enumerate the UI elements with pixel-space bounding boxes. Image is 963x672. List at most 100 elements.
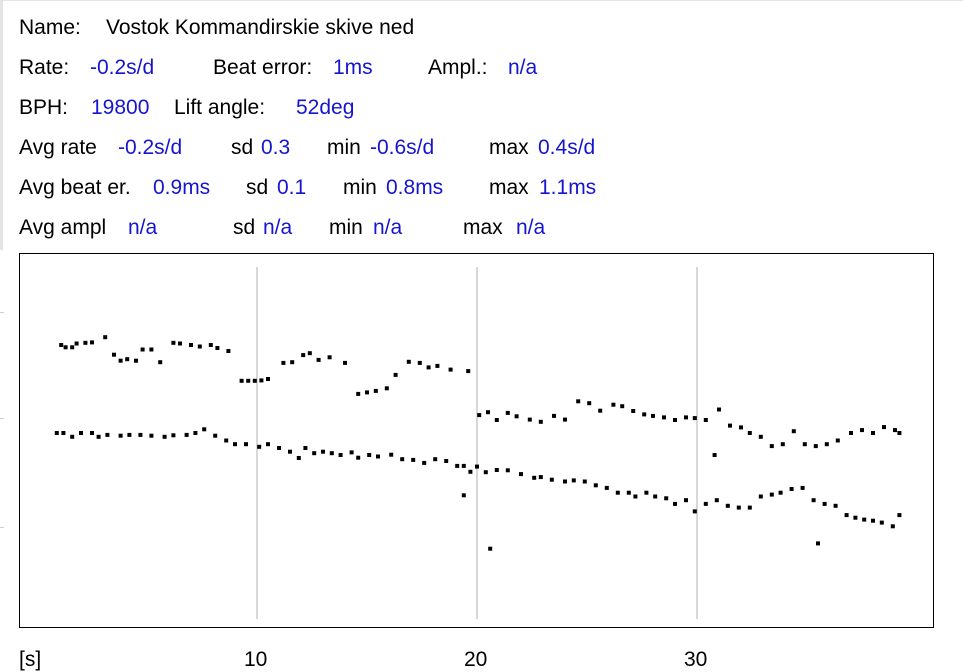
- data-point: [448, 367, 453, 372]
- data-point: [802, 442, 807, 447]
- data-point: [259, 378, 264, 383]
- data-point: [461, 493, 466, 498]
- data-point: [789, 487, 794, 491]
- rate-label: Rate:: [19, 56, 70, 79]
- data-point: [505, 410, 510, 415]
- avg-rate-sd-value: 0.3: [261, 136, 291, 159]
- timegrapher-plot: [19, 253, 934, 628]
- data-point: [266, 442, 270, 447]
- data-point: [252, 378, 257, 383]
- data-point: [466, 369, 471, 374]
- data-point: [178, 341, 182, 346]
- data-point: [426, 365, 431, 370]
- beat-error-value: 1ms: [333, 56, 373, 79]
- avg-ampl-min-value: n/a: [373, 216, 403, 239]
- data-point: [483, 470, 488, 475]
- data-point: [373, 388, 378, 393]
- data-point: [879, 520, 884, 525]
- data-point: [552, 413, 556, 418]
- data-point: [811, 498, 816, 503]
- data-point: [444, 459, 449, 463]
- data-point: [90, 431, 94, 435]
- avg-ampl-value: n/a: [128, 216, 158, 239]
- data-point: [312, 451, 317, 456]
- data-point: [127, 432, 132, 437]
- data-point: [149, 347, 154, 352]
- data-point: [475, 464, 479, 469]
- data-point: [800, 485, 805, 490]
- data-point: [215, 346, 220, 350]
- data-point: [393, 372, 398, 377]
- data-point: [208, 343, 213, 347]
- data-point: [519, 472, 523, 477]
- data-point: [277, 446, 281, 450]
- data-point: [642, 412, 647, 417]
- data-point: [703, 501, 708, 506]
- data-point: [871, 431, 875, 435]
- data-point: [417, 360, 422, 365]
- x-tick-label: 20: [464, 648, 488, 671]
- data-point: [747, 431, 752, 435]
- data-point: [171, 340, 176, 345]
- data-point: [631, 409, 636, 413]
- data-point: [74, 341, 79, 346]
- plot-canvas: [54, 267, 902, 619]
- data-point: [862, 517, 867, 522]
- avg-ampl-max-value: n/a: [516, 216, 546, 239]
- data-point: [384, 386, 389, 391]
- data-point: [780, 442, 785, 447]
- data-point: [376, 454, 380, 459]
- avg-rate-sd-label: sd: [231, 136, 254, 159]
- data-point: [871, 518, 875, 523]
- data-point: [816, 541, 820, 546]
- data-point: [824, 442, 829, 447]
- data-point: [149, 433, 154, 438]
- data-point: [193, 431, 198, 435]
- avg-rate-value: -0.2s/d: [118, 136, 183, 159]
- data-point: [549, 477, 554, 482]
- avg-ampl-sd-label: sd: [233, 216, 256, 239]
- data-point: [576, 399, 581, 404]
- data-point: [488, 546, 493, 551]
- beat-error-label: Beat error:: [213, 56, 313, 79]
- data-point: [349, 450, 354, 455]
- data-point: [281, 360, 286, 365]
- avg-beat-max-value: 1.1ms: [539, 176, 597, 199]
- data-point: [239, 378, 244, 383]
- data-point: [615, 490, 620, 495]
- data-point: [79, 431, 83, 435]
- data-point: [112, 352, 116, 357]
- data-point: [327, 355, 332, 360]
- data-point: [505, 468, 510, 473]
- data-point: [202, 427, 207, 432]
- left-tick: [0, 312, 4, 313]
- data-point: [494, 418, 499, 422]
- rate-value: -0.2s/d: [90, 56, 155, 79]
- data-point: [338, 453, 343, 457]
- data-point: [329, 451, 334, 456]
- data-point: [171, 433, 176, 438]
- data-point: [233, 442, 237, 447]
- data-point: [226, 349, 231, 353]
- data-point: [288, 449, 292, 454]
- data-point: [582, 479, 587, 484]
- data-point: [532, 475, 537, 480]
- data-point: [598, 408, 603, 413]
- data-point: [538, 475, 543, 480]
- data-point: [728, 423, 732, 428]
- data-point: [604, 485, 609, 490]
- left-tick: [0, 527, 4, 528]
- data-point: [714, 498, 719, 503]
- data-point: [853, 515, 858, 520]
- data-point: [664, 496, 669, 501]
- data-point: [367, 453, 372, 457]
- data-point: [118, 358, 123, 363]
- data-point: [673, 418, 677, 422]
- data-point: [778, 490, 783, 495]
- data-point: [61, 431, 66, 435]
- data-point: [400, 457, 405, 462]
- data-point: [54, 431, 59, 435]
- data-point: [684, 498, 688, 503]
- data-point: [105, 432, 110, 437]
- data-point: [717, 407, 721, 412]
